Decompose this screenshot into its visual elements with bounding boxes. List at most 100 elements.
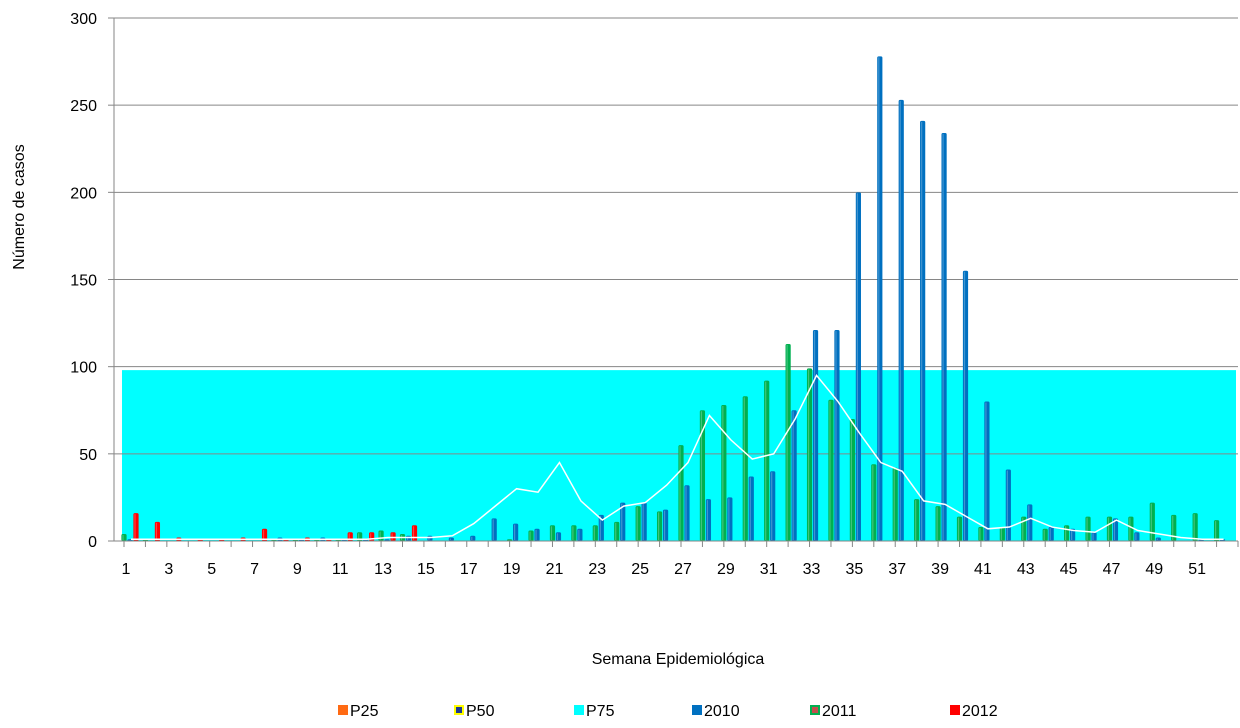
bar-highlight-2011-week-51 xyxy=(1193,514,1195,540)
bar-highlight-2011-week-39 xyxy=(936,507,938,540)
bar-2010-week-21 xyxy=(555,532,562,541)
x-tick-label-5: 5 xyxy=(207,561,216,578)
gridlines xyxy=(114,17,1238,455)
bar-highlight-2010-week-37 xyxy=(899,100,901,540)
bar-highlight-2011-week-40 xyxy=(957,517,960,540)
x-tick-label-31: 31 xyxy=(760,561,778,578)
y-tick-label-300: 300 xyxy=(70,11,97,28)
bar-2010-week-43 xyxy=(1027,504,1033,541)
bar-highlight-2012-week-12 xyxy=(370,533,372,540)
x-tick-label-37: 37 xyxy=(888,561,906,578)
bar-2011-week-1 xyxy=(121,534,127,541)
bar-highlight-2011-week-32 xyxy=(786,345,788,540)
bar-highlight-2011-week-23 xyxy=(593,526,595,540)
bar-2011-week-27 xyxy=(678,445,684,541)
bar-highlight-2011-week-22 xyxy=(572,526,574,540)
bar-highlight-2011-week-48 xyxy=(1129,517,1131,540)
bar-2012-week-13 xyxy=(390,532,396,541)
bars-group xyxy=(121,56,1226,542)
bar-highlight-2010-week-32 xyxy=(792,411,794,540)
bar-2010-week-38 xyxy=(920,120,926,542)
x-axis-title: Semana Epidemiológica xyxy=(592,651,765,668)
bar-2010-week-18 xyxy=(491,518,497,541)
bar-highlight-2011-week-24 xyxy=(615,522,617,540)
bar-highlight-2010-week-43 xyxy=(1028,505,1030,540)
x-tick-label-13: 13 xyxy=(374,561,392,578)
y-tick-label-100: 100 xyxy=(70,360,97,377)
bar-highlight-2011-week-49 xyxy=(1150,503,1152,540)
bar-2010-week-17 xyxy=(470,535,476,541)
bar-2011-week-47 xyxy=(1106,516,1113,541)
bar-2010-week-33 xyxy=(812,330,819,541)
bar-2011-week-51 xyxy=(1192,513,1198,541)
bar-highlight-2010-week-39 xyxy=(942,134,944,540)
bar-2011-week-50 xyxy=(1171,514,1177,541)
bar-highlight-2010-week-22 xyxy=(578,529,580,540)
x-tick-label-49: 49 xyxy=(1145,561,1163,578)
x-tick-label-17: 17 xyxy=(460,561,478,578)
bar-highlight-2011-week-35 xyxy=(850,419,852,540)
bar-highlight-2011-week-44 xyxy=(1043,529,1045,540)
bar-2010-week-28 xyxy=(705,499,712,541)
bar-2011-week-20 xyxy=(528,530,534,541)
legend-label-P25: P25 xyxy=(350,703,379,720)
bar-highlight-2012-week-2 xyxy=(155,522,158,540)
bar-highlight-2010-week-47 xyxy=(1113,519,1116,540)
bar-2010-week-14 xyxy=(405,535,412,541)
bar-2010-week-44 xyxy=(1048,527,1054,541)
bar-highlight-2010-week-35 xyxy=(856,193,858,541)
bar-highlight-2010-week-49 xyxy=(1156,538,1158,540)
bar-2011-week-40 xyxy=(956,516,963,541)
bar-highlight-2011-week-37 xyxy=(893,468,895,540)
bar-highlight-2010-week-33 xyxy=(813,331,816,540)
x-tick-label-7: 7 xyxy=(250,561,259,578)
legend-swatch-2012 xyxy=(950,705,960,715)
bar-highlight-2012-week-7 xyxy=(262,529,265,540)
bar-2010-week-23 xyxy=(598,514,604,541)
bar-2010-week-35 xyxy=(855,192,861,542)
x-tick-label-3: 3 xyxy=(164,561,173,578)
x-tick-label-45: 45 xyxy=(1060,561,1078,578)
x-tick-label-39: 39 xyxy=(931,561,949,578)
bar-highlight-2010-week-27 xyxy=(685,486,687,540)
y-tick-label-50: 50 xyxy=(79,447,97,464)
bar-2011-week-26 xyxy=(656,511,663,541)
bar-highlight-2011-week-21 xyxy=(550,526,553,540)
x-tick-label-27: 27 xyxy=(674,561,692,578)
bar-highlight-2010-week-48 xyxy=(1135,533,1137,540)
bar-2011-week-39 xyxy=(935,506,941,541)
bar-highlight-2011-week-13 xyxy=(379,531,381,540)
legend-swatch-inner-P50 xyxy=(456,707,462,713)
bar-2012-week-2 xyxy=(154,521,161,541)
bar-2010-week-41 xyxy=(984,401,990,541)
bar-highlight-2011-week-42 xyxy=(1000,528,1002,540)
x-tick-label-9: 9 xyxy=(293,561,302,578)
bar-highlight-2010-week-17 xyxy=(471,536,473,540)
bar-2011-week-34 xyxy=(828,399,834,541)
bar-highlight-2011-week-41 xyxy=(979,528,981,540)
legend-label-P50: P50 xyxy=(466,703,495,720)
y-tick-label-250: 250 xyxy=(70,98,97,115)
bar-highlight-2011-week-20 xyxy=(529,531,531,540)
bar-2010-week-20 xyxy=(534,528,540,541)
bar-highlight-2010-week-25 xyxy=(642,503,644,540)
bar-highlight-2010-week-28 xyxy=(706,500,709,540)
bar-highlight-2010-week-14 xyxy=(406,536,409,540)
bar-highlight-2010-week-15 xyxy=(428,536,430,540)
x-tick-label-19: 19 xyxy=(503,561,521,578)
bar-2010-week-48 xyxy=(1134,532,1140,541)
bar-2011-week-41 xyxy=(978,527,984,541)
bar-2010-week-22 xyxy=(577,528,583,541)
bar-highlight-2011-week-1 xyxy=(122,535,124,540)
legend: P25 P50 P75 2010 2011 2012 xyxy=(338,703,998,720)
bar-2012-week-14 xyxy=(411,525,418,541)
x-tick-label-47: 47 xyxy=(1103,561,1121,578)
x-tick-label-35: 35 xyxy=(845,561,863,578)
bar-2012-week-1 xyxy=(133,513,139,541)
bar-2011-week-44 xyxy=(1042,528,1048,541)
bar-highlight-2010-week-31 xyxy=(771,472,773,540)
bar-highlight-2011-week-47 xyxy=(1107,517,1110,540)
bar-highlight-2011-week-45 xyxy=(1065,526,1067,540)
bar-highlight-2010-week-24 xyxy=(621,503,623,540)
